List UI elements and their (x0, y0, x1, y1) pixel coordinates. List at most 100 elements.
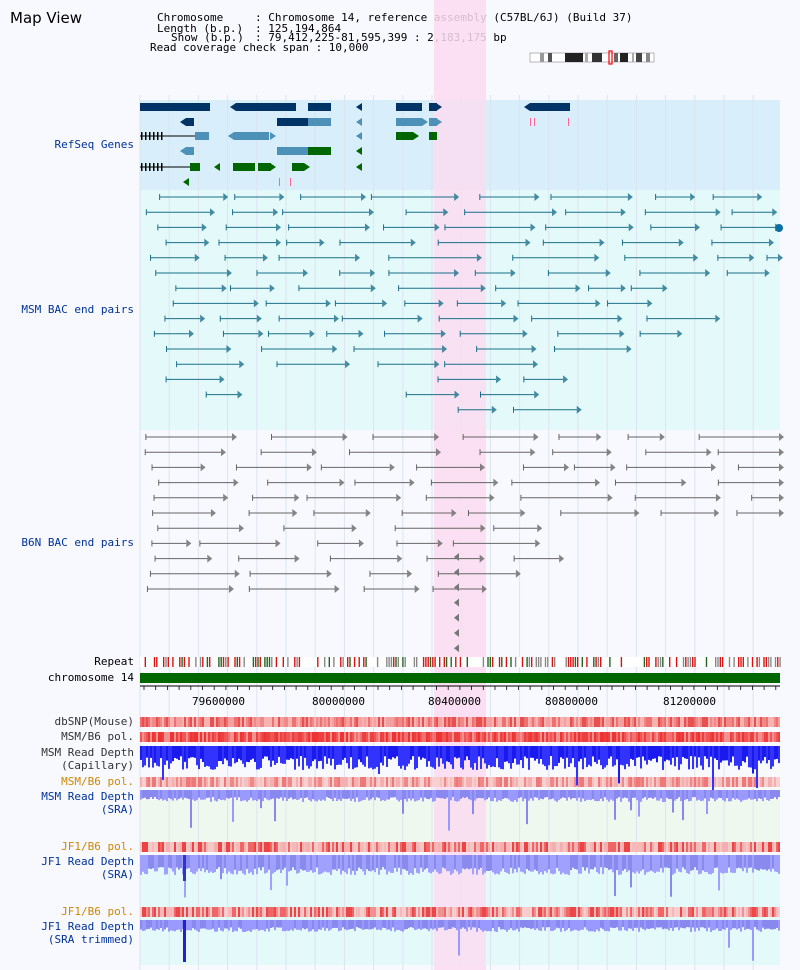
msm-bac-pair-end (368, 208, 374, 217)
msm-bac-pair-end (620, 284, 626, 293)
msm-depth-sra-bar (454, 790, 456, 802)
msm-b6-pol-density (444, 732, 446, 742)
msm-b6-pol-sra-density (300, 777, 302, 787)
show-key: Show (b.p.) (171, 31, 244, 44)
msm-depth-capillary-bar (724, 746, 726, 761)
msm-depth-sra-bar (726, 790, 728, 799)
msm-depth-sra-bar (462, 790, 464, 798)
msm-bac-pair-end (364, 223, 370, 232)
jf1-b6-pol-trim-density (750, 907, 752, 917)
dbsnp-density (532, 717, 534, 727)
jf1-b6-pol-trim-density (608, 907, 610, 917)
msm-depth-sra-bar (630, 790, 632, 811)
msm-b6-pol-sra-density (202, 777, 204, 787)
dbsnp-density (522, 717, 524, 727)
jf1-depth-trim-bar (420, 920, 422, 930)
jf1-depth-sra-bar (180, 855, 182, 869)
msm-b6-pol-sra-density (406, 777, 408, 787)
jf1-b6-pol-density (454, 842, 456, 852)
msm-depth-capillary-bar (618, 746, 620, 784)
msm-bac-pair-end (226, 269, 232, 277)
msm-b6-pol-sra-density (772, 777, 774, 787)
jf1-b6-pol-trim-density (354, 907, 356, 917)
dbsnp-density (360, 717, 362, 727)
msm-depth-sra-bar (174, 790, 176, 799)
dbsnp-density (712, 717, 714, 727)
msm-depth-sra-bar (210, 790, 212, 802)
msm-depth-capillary-bar (440, 746, 442, 759)
msm-depth-sra-bar (340, 790, 342, 801)
jf1-depth-trim-bar (458, 920, 460, 956)
msm-depth-sra-bar (660, 790, 662, 799)
jf1-depth-trim-bar (436, 920, 438, 931)
msm-bac-pair-end (454, 269, 460, 277)
jf1-depth-sra-bar (582, 855, 584, 868)
msm-b6-pol-sra-density (602, 777, 604, 787)
msm-b6-pol-density (478, 732, 480, 742)
msm-b6-pol-density (346, 732, 348, 742)
jf1-b6-pol-trim-density (172, 907, 174, 917)
jf1-b6-pol-trim-density (400, 907, 402, 917)
dbsnp-density (778, 717, 780, 727)
msm-depth-capillary-bar (592, 746, 594, 757)
jf1-b6-pol-density (506, 842, 508, 852)
msm-b6-pol-sra-density (470, 777, 472, 787)
msm-b6-pol-sra-density (302, 777, 304, 787)
msm-b6-pol-sra-density (262, 777, 264, 787)
dbsnp-density (658, 717, 660, 727)
jf1-depth-sra-bar (610, 855, 612, 870)
jf1-depth-sra-bar (756, 855, 758, 870)
ideogram-band (646, 53, 650, 62)
jf1-b6-pol-density (264, 842, 266, 852)
msm-depth-capillary-bar (214, 746, 216, 770)
msm-b6-pol-sra-density (324, 777, 326, 787)
jf1-b6-pol-trim-density (244, 907, 246, 917)
jf1-b6-pol-density (646, 842, 648, 852)
jf1-depth-trim-bar (450, 920, 452, 929)
jf1-b6-pol-trim-density (508, 907, 510, 917)
msm-b6-pol-sra-density (626, 777, 628, 787)
jf1-b6-pol-density (162, 842, 164, 852)
jf1-b6-pol-trim-density (218, 907, 220, 917)
msm-b6-pol-density (576, 732, 578, 742)
jf1-depth-trim-bar (624, 920, 626, 931)
msm-b6-pol-density (286, 732, 288, 742)
msm-b6-pol-sra-density (226, 777, 228, 787)
jf1-b6-pol-trim-density (490, 907, 492, 917)
msm-b6-pol-sra-density (422, 777, 424, 787)
jf1-b6-pol-trim-density (684, 907, 686, 917)
msm-b6-pol-density (522, 732, 524, 742)
jf1-b6-pol-density (544, 842, 546, 852)
msm-b6-pol-sra-density (408, 777, 410, 787)
ideogram-band (585, 53, 588, 62)
jf1-depth-sra-bar (374, 855, 376, 873)
msm-b6-pol-sra-density (764, 777, 766, 787)
msm-depth-sra-bar (574, 790, 576, 799)
jf1-b6-pol-density (270, 842, 272, 852)
jf1-depth-sra-bar (210, 855, 212, 872)
msm-b6-pol-density (636, 732, 638, 742)
dbsnp-density (776, 717, 778, 727)
msm-b6-pol-density (756, 732, 758, 742)
msm-b6-pol-density (726, 732, 728, 742)
b6n-bac-label[interactable]: B6N BAC end pairs (21, 536, 134, 549)
msm-bac-label[interactable]: MSM BAC end pairs (21, 303, 134, 316)
msm-depth-capillary-bar (458, 746, 460, 758)
dbsnp-density (190, 717, 192, 727)
dbsnp-density (558, 717, 560, 727)
jf1-b6-pol-density (530, 842, 532, 852)
msm-depth-capillary-bar (590, 746, 592, 767)
refseq-genes-label[interactable]: RefSeq Genes (54, 138, 134, 151)
gene-strand-arrow (214, 163, 220, 171)
msm-b6-pol-density (164, 732, 166, 742)
jf1-depth-sra-bar (148, 855, 150, 869)
jf1-depth-sra-bar (140, 855, 142, 875)
msm-b6-pol-sra-density (592, 777, 594, 787)
msm-b6-pol-density (384, 732, 386, 742)
jf1-depth-sra-bar (778, 855, 780, 874)
msm-b6-pol-sra-density (158, 777, 160, 787)
msm-depth-sra-bar (402, 790, 404, 814)
dbsnp-density (166, 717, 168, 727)
jf1-b6-pol-trim-density (642, 907, 644, 917)
